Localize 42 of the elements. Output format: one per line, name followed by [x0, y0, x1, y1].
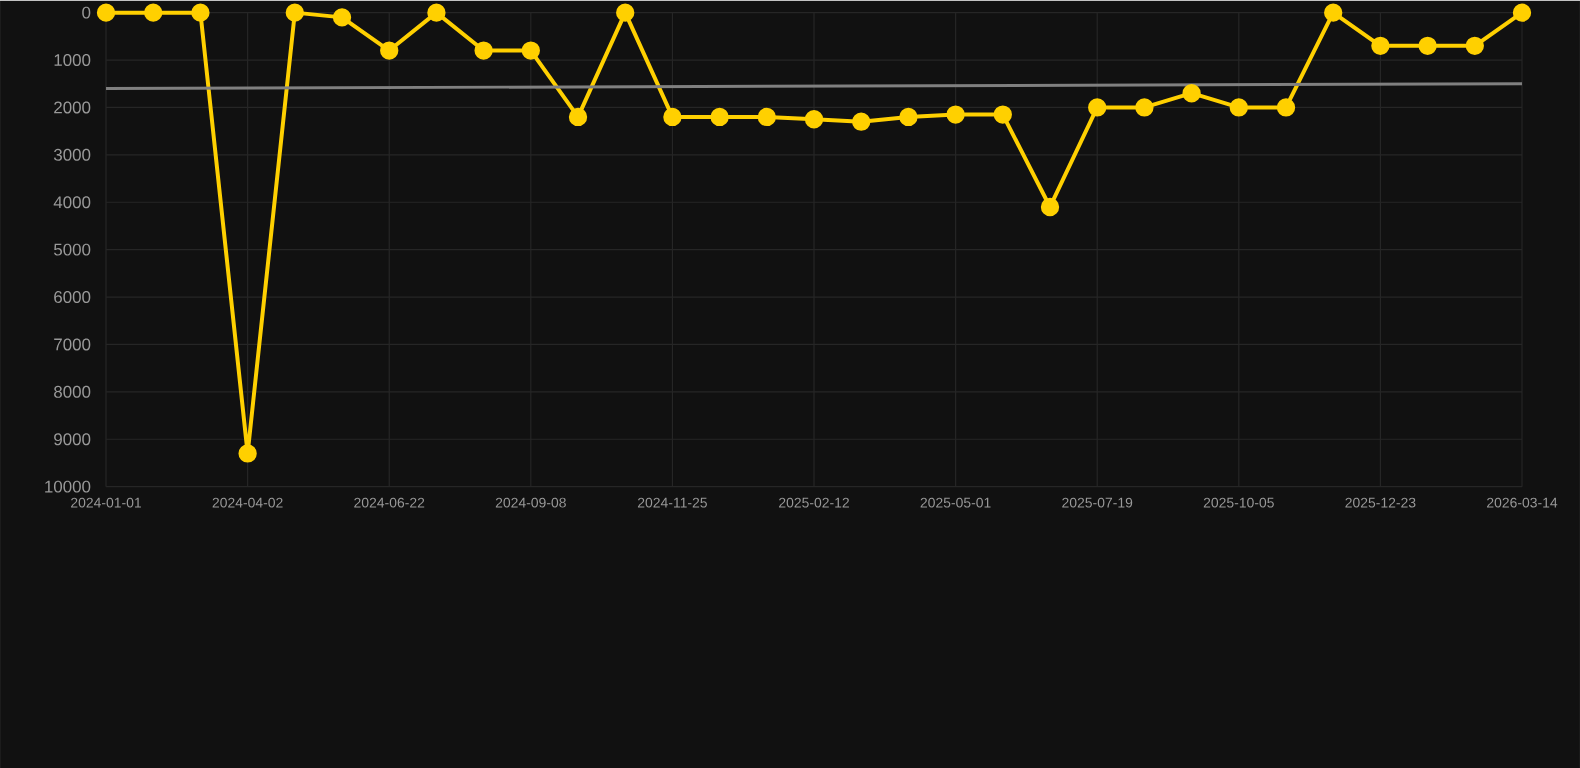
- y-tick-label: 4000: [53, 195, 91, 208]
- point: [568, 107, 588, 126]
- point: [1040, 197, 1060, 216]
- point: [144, 3, 163, 22]
- point: [757, 107, 776, 126]
- y-tick-label: 0: [82, 6, 91, 19]
- point: [191, 3, 210, 22]
- y-tick-label: 1000: [54, 53, 91, 66]
- point: [285, 3, 304, 22]
- point: [852, 112, 871, 131]
- y-tick-label: 2000: [54, 101, 91, 114]
- point: [96, 3, 116, 22]
- point: [1135, 97, 1154, 117]
- point: [1229, 97, 1248, 117]
- point: [474, 41, 493, 60]
- y-tick-label: 6000: [54, 290, 91, 303]
- point: [993, 105, 1012, 124]
- y-tick-label: 5000: [53, 243, 91, 256]
- point: [332, 7, 352, 27]
- y-tick-label: 10000: [45, 480, 91, 493]
- point: [380, 41, 399, 60]
- point: [1465, 36, 1484, 55]
- point: [946, 105, 965, 124]
- point: [663, 107, 682, 126]
- point: [1418, 36, 1437, 55]
- y-tick-label: 7000: [54, 338, 91, 351]
- point: [1324, 3, 1343, 22]
- point: [1512, 3, 1532, 22]
- y-tick-label: 9000: [54, 432, 91, 445]
- point: [238, 443, 257, 463]
- y-tick-label: 3000: [53, 148, 91, 161]
- point: [710, 107, 729, 126]
- point: [1088, 97, 1107, 117]
- point: [616, 3, 635, 22]
- point: [899, 107, 918, 126]
- point: [427, 3, 446, 22]
- point: [1371, 36, 1390, 55]
- y-tick-label: 8000: [54, 385, 91, 398]
- point: [521, 41, 540, 60]
- point: [804, 109, 824, 129]
- point: [1276, 97, 1296, 117]
- point: [1182, 83, 1201, 103]
